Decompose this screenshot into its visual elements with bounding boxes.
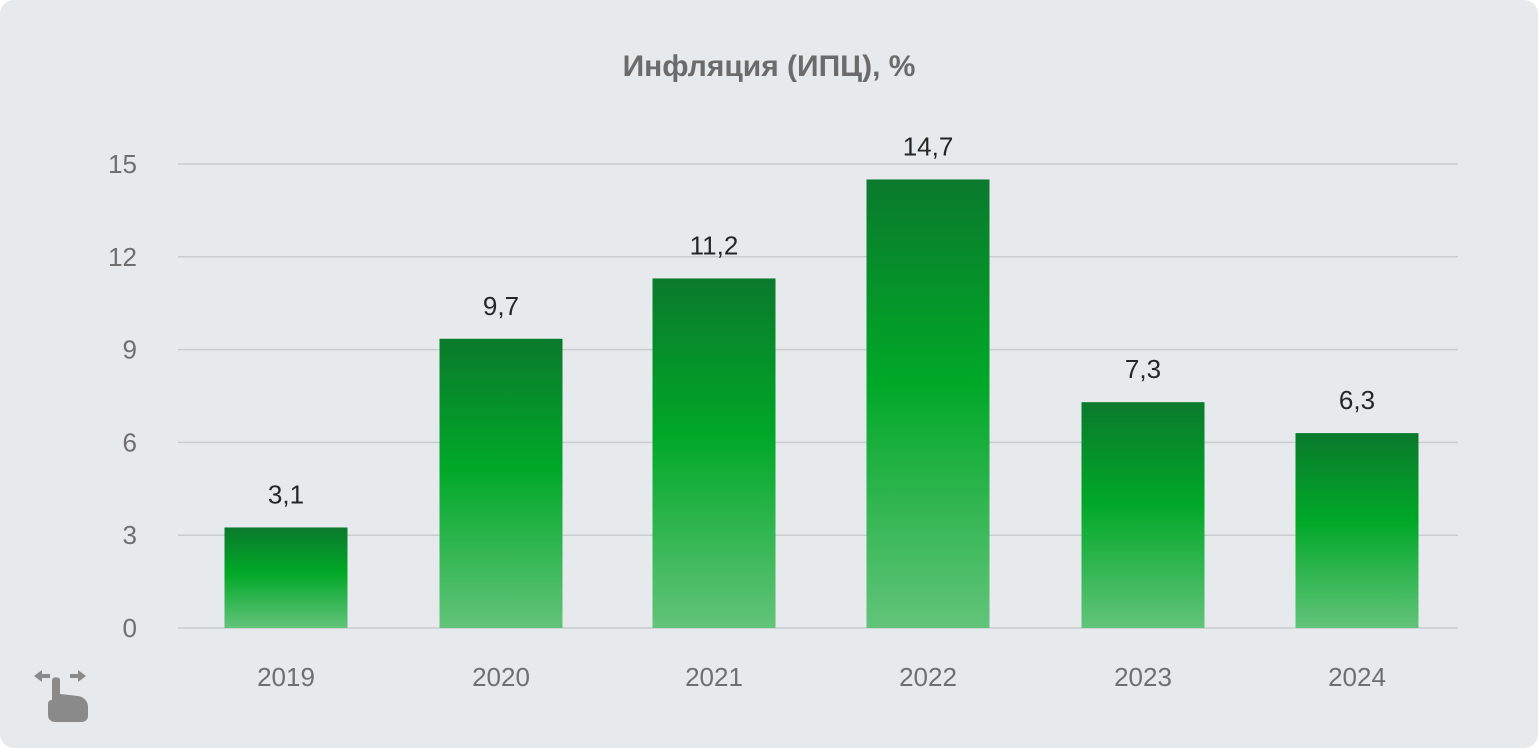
x-tick-label-2019: 2019 [257,662,315,692]
data-label-2024: 6,3 [1339,385,1375,415]
bar-2021[interactable] [652,278,776,628]
y-tick-label: 3 [123,520,137,550]
bar-2023[interactable] [1081,402,1205,628]
x-tick-label-2023: 2023 [1114,662,1172,692]
bars [224,179,1419,628]
bar-2022[interactable] [866,179,990,628]
y-tick-label: 9 [123,335,137,365]
chart-title: Инфляция (ИПЦ), % [622,50,916,83]
bar-2019[interactable] [224,527,348,628]
y-axis-ticks: 0 3 6 9 12 15 [108,149,137,643]
swipe-gesture-icon [34,670,88,722]
data-label-2023: 7,3 [1125,354,1161,384]
x-tick-label-2021: 2021 [685,662,743,692]
y-tick-label: 0 [123,613,137,643]
data-label-2021: 11,2 [690,230,739,260]
data-label-2020: 9,7 [483,291,519,321]
gridlines [178,163,1458,629]
x-axis-ticks: 2019 2020 2021 2022 2023 2024 [257,662,1386,692]
y-tick-label: 15 [108,149,137,179]
x-tick-label-2020: 2020 [472,662,530,692]
bar-2024[interactable] [1295,433,1419,628]
data-labels: 3,1 9,7 11,2 14,7 7,3 6,3 [268,131,1375,509]
y-tick-label: 6 [123,427,137,457]
data-label-2022: 14,7 [903,131,954,161]
x-tick-label-2024: 2024 [1328,662,1386,692]
bar-2020[interactable] [439,338,563,628]
y-tick-label: 12 [108,242,137,272]
data-label-2019: 3,1 [268,479,304,509]
x-tick-label-2022: 2022 [899,662,957,692]
